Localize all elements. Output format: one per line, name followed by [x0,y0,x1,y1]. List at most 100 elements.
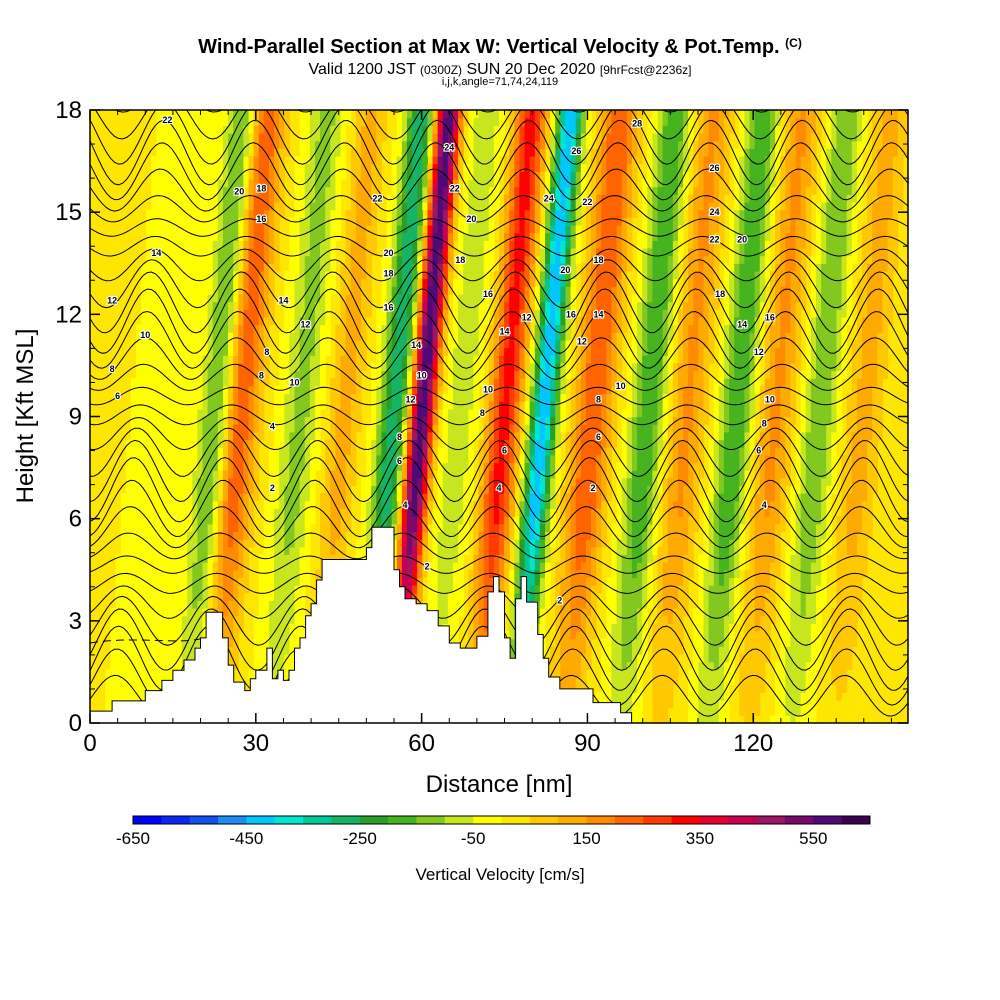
velocity-cell [151,577,158,586]
velocity-cell [580,416,587,425]
velocity-cell [156,424,163,433]
velocity-cell [703,677,710,686]
velocity-cell [284,424,290,433]
velocity-cell [182,623,188,632]
velocity-cell [529,500,536,510]
velocity-cell [238,569,244,579]
velocity-cell [596,470,602,479]
velocity-cell [187,546,193,556]
velocity-cell [222,554,229,563]
velocity-cell [718,424,725,433]
velocity-cell [867,500,873,510]
velocity-cell [759,516,766,525]
velocity-cell [156,439,163,448]
velocity-cell [529,577,536,586]
velocity-cell [764,539,771,548]
velocity-cell [861,539,868,548]
velocity-cell [406,516,413,525]
velocity-cell [524,592,531,601]
velocity-cell [723,424,730,433]
velocity-cell [268,592,275,601]
velocity-cell [136,577,142,586]
velocity-cell [473,585,480,594]
velocity-cell [785,646,792,655]
velocity-cell [366,493,372,502]
velocity-cell [422,531,429,540]
velocity-cell [637,477,643,487]
velocity-cell [141,516,147,525]
velocity-cell [519,531,526,540]
velocity-cell [130,654,137,663]
velocity-cell [263,608,270,617]
velocity-cell [488,585,495,594]
velocity-cell [688,539,694,548]
velocity-cell [611,600,618,609]
velocity-cell [340,454,347,464]
velocity-cell [606,692,613,701]
velocity-cell [759,431,766,441]
velocity-cell [565,554,572,563]
velocity-cell [790,677,797,686]
velocity-cell [192,516,198,525]
velocity-cell [182,485,188,494]
velocity-cell [626,700,633,709]
velocity-cell [524,493,531,502]
velocity-cell [642,477,648,487]
velocity-cell [585,539,592,548]
velocity-cell [626,539,633,548]
velocity-cell [851,631,858,640]
velocity-cell [509,485,515,494]
velocity-cell [156,577,163,586]
velocity-cell [212,470,219,479]
velocity-cell [105,684,112,693]
velocity-cell [647,470,653,479]
velocity-cell [790,700,797,709]
velocity-cell [662,715,669,723]
velocity-cell [810,439,817,448]
velocity-cell [790,500,797,510]
velocity-cell [110,684,117,693]
velocity-cell [355,546,362,556]
velocity-cell [136,470,142,479]
velocity-cell [253,447,260,456]
velocity-cell [631,462,638,471]
velocity-cell [790,523,797,533]
velocity-cell [345,431,352,441]
velocity-cell [744,684,751,693]
velocity-cell [279,462,285,471]
velocity-cell [202,408,209,418]
velocity-cell [708,485,715,494]
velocity-cell [197,623,204,632]
velocity-cell [391,516,398,525]
velocity-cell [851,523,858,533]
velocity-cell [376,493,383,502]
velocity-cell [268,462,275,471]
velocity-cell [580,546,587,556]
velocity-cell [222,408,229,418]
velocity-cell [141,462,147,471]
velocity-cell [626,585,633,594]
velocity-cell [458,431,464,441]
velocity-cell [775,431,781,441]
velocity-cell [688,677,694,686]
velocity-cell [151,600,158,609]
velocity-cell [575,677,582,686]
velocity-cell [514,447,521,456]
velocity-cell [565,677,572,686]
velocity-cell [667,700,674,709]
velocity-cell [790,416,797,425]
velocity-cell [136,562,142,571]
velocity-cell [442,447,449,456]
velocity-cell [499,493,505,502]
velocity-cell [545,470,551,479]
velocity-cell [217,562,224,571]
velocity-cell [268,546,275,556]
velocity-cell [115,585,122,594]
velocity-cell [723,508,730,517]
velocity-cell [815,608,822,617]
velocity-cell [662,485,669,494]
velocity-cell [708,577,715,586]
velocity-cell [151,623,158,632]
velocity-cell [110,669,117,678]
velocity-cell [769,462,776,471]
